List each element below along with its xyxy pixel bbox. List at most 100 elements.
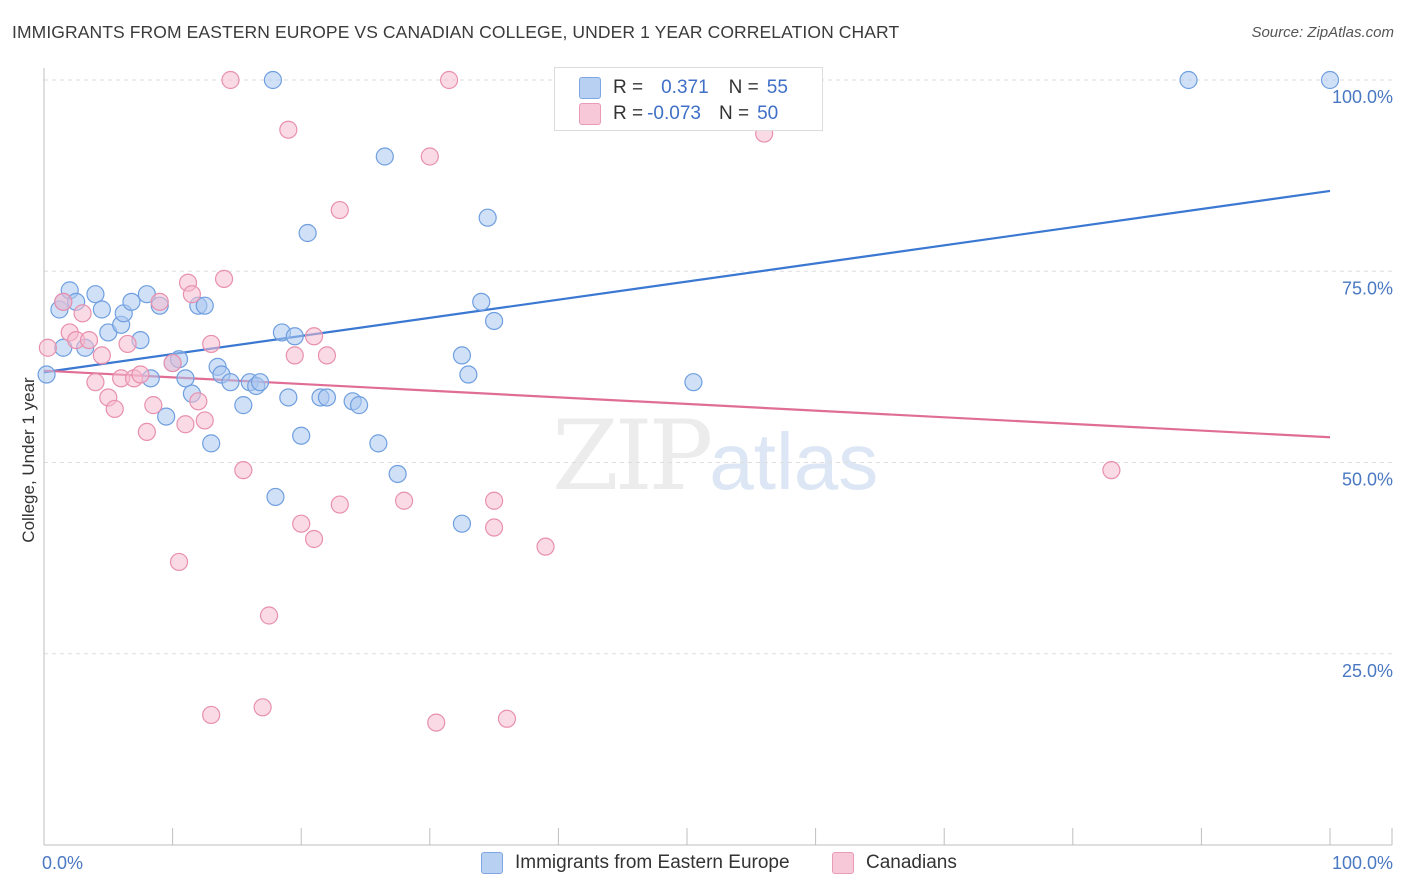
point-immigrants — [92, 300, 111, 319]
y-tick-label: 75.0% — [1342, 278, 1393, 298]
point-canadians — [169, 552, 189, 572]
point-canadians — [485, 518, 504, 537]
point-immigrants — [285, 327, 304, 346]
point-immigrants — [1179, 70, 1198, 90]
point-canadians — [1102, 461, 1121, 480]
point-immigrants — [279, 388, 298, 407]
bottom-swatch-pink — [832, 852, 854, 874]
point-canadians — [317, 346, 337, 365]
gridlines — [44, 79, 1392, 655]
point-canadians — [118, 334, 137, 354]
point-immigrants — [1320, 70, 1340, 90]
point-canadians — [285, 346, 304, 365]
y-tick-label: 25.0% — [1342, 661, 1393, 681]
point-immigrants — [221, 373, 240, 392]
legend-swatch-pink — [579, 103, 601, 125]
axes — [43, 68, 1393, 846]
point-immigrants — [459, 365, 478, 384]
point-immigrants — [234, 396, 253, 415]
legend-n-value: 55 — [766, 77, 788, 98]
point-canadians — [202, 334, 221, 354]
point-canadians — [73, 304, 92, 323]
point-canadians — [536, 537, 555, 556]
legend-row-immigrants: R = 0.371 N = 55 — [579, 76, 788, 100]
point-immigrants — [452, 346, 472, 365]
point-canadians — [79, 331, 99, 350]
point-canadians — [54, 292, 73, 311]
point-immigrants — [349, 396, 369, 415]
point-immigrants — [298, 223, 317, 243]
watermark: ZIPatlas — [552, 400, 878, 512]
point-immigrants — [684, 373, 703, 392]
legend-r-value: 0.371 — [661, 77, 709, 98]
point-canadians — [214, 269, 234, 288]
point-canadians — [163, 353, 182, 373]
point-immigrants — [266, 487, 285, 507]
point-canadians — [131, 365, 150, 384]
point-immigrants — [157, 407, 176, 426]
point-canadians — [150, 292, 169, 311]
legend-r-label: R = — [613, 77, 644, 98]
point-canadians — [485, 491, 504, 510]
point-canadians — [253, 698, 272, 717]
point-immigrants — [86, 285, 105, 304]
legend-row-canadians: R = -0.073 N = 50 — [579, 102, 778, 126]
point-canadians — [195, 411, 214, 430]
point-canadians — [92, 346, 111, 365]
x-tick-label: 100.0% — [1332, 853, 1393, 873]
point-immigrants — [478, 208, 497, 227]
point-canadians — [330, 200, 349, 220]
point-immigrants — [452, 514, 472, 533]
point-canadians — [292, 514, 311, 533]
bottom-swatch-blue — [481, 852, 503, 874]
bottom-legend-label: Canadians — [866, 852, 957, 873]
trend-line-immigrants — [43, 189, 1331, 374]
point-canadians — [137, 422, 156, 441]
correlation-legend: R = 0.371 N = 55 R = -0.073 N = 50 — [554, 67, 823, 131]
point-immigrants — [263, 70, 283, 90]
point-canadians — [176, 415, 195, 434]
point-canadians — [86, 373, 105, 392]
point-canadians — [439, 70, 459, 90]
point-canadians — [330, 495, 349, 514]
point-canadians — [189, 392, 208, 411]
point-canadians — [304, 327, 324, 346]
tick-labels: 25.0% 50.0% 75.0% 100.0% 0.0% 100.0% — [42, 87, 1393, 873]
point-canadians — [427, 713, 446, 732]
legend-r-value: -0.073 — [647, 103, 701, 124]
chart-source: Source: ZipAtlas.com — [1251, 24, 1394, 41]
point-immigrants — [37, 365, 56, 384]
point-canadians — [497, 709, 517, 728]
watermark-atlas: atlas — [709, 417, 879, 506]
point-canadians — [221, 70, 240, 90]
point-canadians — [259, 606, 279, 625]
point-canadians — [144, 396, 163, 415]
point-canadians — [234, 461, 253, 480]
point-immigrants — [202, 434, 221, 453]
point-canadians — [420, 147, 439, 166]
point-canadians — [182, 285, 201, 304]
legend-r-label: R = — [613, 103, 644, 124]
point-immigrants — [292, 426, 311, 445]
point-immigrants — [250, 373, 270, 392]
point-canadians — [105, 399, 124, 419]
point-canadians — [279, 120, 298, 139]
legend-n-label: N = — [718, 103, 750, 124]
bottom-legend-label: Immigrants from Eastern Europe — [515, 852, 790, 873]
bottom-legend-immigrants: Immigrants from Eastern Europe — [481, 852, 790, 874]
point-immigrants — [176, 369, 195, 388]
legend-n-value: 50 — [757, 103, 779, 124]
point-immigrants — [369, 434, 388, 453]
points — [37, 70, 1340, 732]
point-immigrants — [195, 296, 214, 315]
point-immigrants — [317, 388, 337, 407]
point-immigrants — [485, 311, 504, 331]
point-canadians — [304, 529, 324, 549]
point-immigrants — [375, 147, 394, 166]
point-canadians — [394, 491, 414, 510]
y-tick-label: 100.0% — [1332, 87, 1393, 107]
y-tick-label: 50.0% — [1342, 470, 1393, 490]
point-immigrants — [388, 464, 407, 484]
point-canadians — [38, 338, 57, 357]
